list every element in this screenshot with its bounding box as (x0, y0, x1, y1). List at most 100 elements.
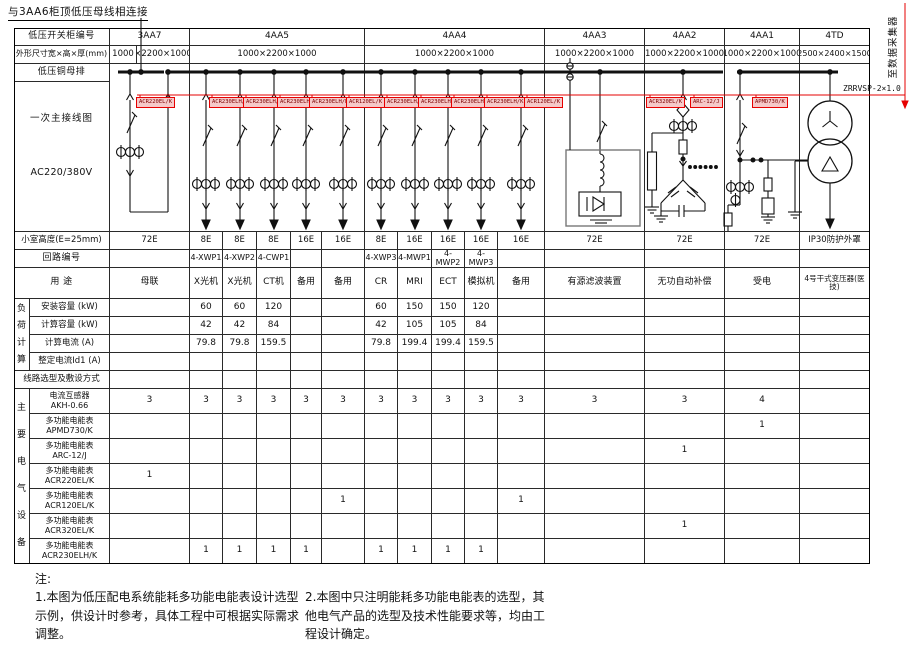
usage-cell: MRI (398, 268, 432, 299)
equipment-qty-cell (545, 464, 645, 489)
line-selection-cell (110, 371, 190, 389)
load-value-cell (800, 299, 870, 317)
equipment-type: 多功能电能表 (45, 466, 94, 476)
busbar-cell (365, 64, 545, 82)
cable-spec-label: ZRRVSP-2×1.0 (843, 84, 901, 93)
equipment-qty-cell: 3 (545, 389, 645, 414)
circuit-no-cell: 4-MWP2 (432, 250, 465, 268)
equipment-qty-cell: 1 (190, 539, 223, 564)
equipment-qty-cell (432, 489, 465, 514)
equipment-qty-cell (645, 539, 725, 564)
meter-model-label: APMD730/K (752, 97, 788, 108)
equipment-qty-cell (800, 414, 870, 439)
equipment-qty-cell (398, 439, 432, 464)
equipment-qty-cell (725, 439, 800, 464)
equipment-qty-cell: 3 (322, 389, 365, 414)
equipment-type: 多功能电能表 (45, 416, 94, 426)
equipment-qty-cell (800, 439, 870, 464)
equipment-qty-cell (432, 414, 465, 439)
row-label-line-selection: 线路选型及敷设方式 (14, 371, 110, 389)
equipment-qty-cell (365, 439, 398, 464)
dimension-cell: 1000×2200×1000 (190, 46, 365, 64)
room-height-cell: IP30防护外罩 (800, 232, 870, 250)
equipment-qty-cell (223, 414, 257, 439)
equipment-qty-cell (645, 464, 725, 489)
room-height-cell: 72E (725, 232, 800, 250)
equipment-qty-cell (725, 514, 800, 539)
load-value-cell: 150 (432, 299, 465, 317)
equipment-qty-cell (223, 514, 257, 539)
busbar-cell (110, 64, 190, 82)
equipment-qty-cell (257, 489, 291, 514)
usage-cell: 无功自动补偿 (645, 268, 725, 299)
equipment-qty-cell: 3 (291, 389, 322, 414)
load-value-cell (800, 353, 870, 371)
to-data-collector-label: 至数据采集器 (888, 15, 899, 79)
cabinet-header-cell: 4AA2 (645, 28, 725, 46)
load-row-label: 计算容量 (kW) (30, 317, 110, 335)
load-value-cell: 159.5 (465, 335, 498, 353)
diagram-cell (110, 82, 190, 232)
room-height-cell: 16E (322, 232, 365, 250)
equipment-qty-cell (257, 514, 291, 539)
equipment-type: 多功能电能表 (45, 516, 94, 526)
top-annotation: 与3AA6柜顶低压母线相连接 (8, 4, 149, 21)
equipment-name-cell: 多功能电能表 ACR230ELH/K (30, 539, 110, 564)
dimension-cell: 1000×2200×1000 (365, 46, 545, 64)
load-value-cell (725, 299, 800, 317)
equipment-qty-cell (322, 439, 365, 464)
load-value-cell (465, 353, 498, 371)
equipment-qty-cell (498, 464, 545, 489)
usage-cell: 母联 (110, 268, 190, 299)
row-label-dimensions: 外形尺寸宽×高×厚(mm) (14, 46, 110, 64)
load-value-cell: 199.4 (398, 335, 432, 353)
equipment-model: AKH-0.66 (50, 401, 89, 410)
equipment-qty-cell (800, 539, 870, 564)
load-value-cell (190, 353, 223, 371)
dimension-cell: 1000×2200×1000 (725, 46, 800, 64)
circuit-no-cell: 4-XWP1 (190, 250, 223, 268)
equipment-qty-cell: 1 (291, 539, 322, 564)
cabinet-header-cell: 4AA1 (725, 28, 800, 46)
equipment-qty-cell: 3 (110, 389, 190, 414)
equipment-qty-cell (398, 414, 432, 439)
usage-cell: 备用 (291, 268, 322, 299)
load-value-cell (432, 353, 465, 371)
equipment-qty-cell (190, 464, 223, 489)
line-selection-cell (365, 371, 398, 389)
equipment-qty-cell (291, 464, 322, 489)
dimension-cell: 1000 (110, 46, 137, 64)
equipment-qty-cell (800, 514, 870, 539)
busbar-cell (725, 64, 800, 82)
diagram-cell (725, 82, 800, 232)
equipment-qty-cell: 1 (432, 539, 465, 564)
usage-cell: 4号干式变压器(医技) (800, 268, 870, 299)
load-value-cell (110, 353, 190, 371)
equipment-model: ACR320EL/K (44, 526, 95, 535)
row-label-cabinet-no: 低压开关柜编号 (14, 28, 110, 46)
equipment-type: 多功能电能表 (45, 491, 94, 501)
room-height-cell: 16E (291, 232, 322, 250)
equipment-qty-cell (498, 414, 545, 439)
equipment-qty-cell (398, 489, 432, 514)
line-selection-cell (257, 371, 291, 389)
circuit-no-cell: 4-MWP1 (398, 250, 432, 268)
load-value-cell (545, 335, 645, 353)
line-selection-cell (322, 371, 365, 389)
busbar-cell (190, 64, 365, 82)
usage-cell: X光机 (190, 268, 223, 299)
equipment-qty-cell (322, 514, 365, 539)
load-value-cell (645, 353, 725, 371)
usage-cell: 有源滤波装置 (545, 268, 645, 299)
equipment-qty-cell (800, 464, 870, 489)
load-value-cell (645, 317, 725, 335)
busbar-cell (645, 64, 725, 82)
voltage-label: AC220/380V (30, 167, 93, 179)
load-value-cell (545, 353, 645, 371)
cabinet-header-cell: 4AA3 (545, 28, 645, 46)
equipment-qty-cell (190, 489, 223, 514)
equipment-qty-cell (465, 439, 498, 464)
load-value-cell (110, 317, 190, 335)
load-value-cell: 79.8 (223, 335, 257, 353)
